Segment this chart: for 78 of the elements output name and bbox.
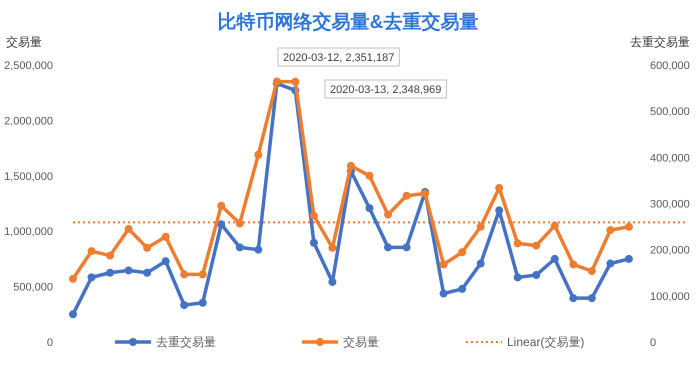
point [440,290,448,298]
y-tick-label: 0 [46,337,53,349]
point [180,270,188,278]
y-tick-label: 1,000,000 [4,226,53,238]
legend-label: 去重交易量 [156,335,216,349]
point [569,260,578,268]
point [143,244,152,252]
point [514,239,522,248]
y-tick-label: 2,000,000 [4,115,53,128]
y2-tick-label: 400,000 [650,152,690,164]
point [198,298,207,307]
y-tick-label: 1,500,000 [4,170,53,183]
point [495,206,504,214]
y2-tick-label: 600,000 [650,60,690,72]
point [476,222,485,231]
point [476,260,485,268]
point [106,252,114,260]
point [236,243,244,252]
annotation: 2020-03-13, 2,348,969 [330,84,442,96]
point [254,150,262,159]
annotation: 2020-03-12, 2,351,187 [278,48,400,66]
y2-axis-title: 去重交易量 [630,35,690,49]
point [124,266,133,274]
point [69,274,77,283]
point [162,257,170,266]
point [606,226,614,234]
point [106,268,114,277]
point [384,210,392,219]
point [291,78,300,86]
y-tick-label: 500,000 [13,282,53,294]
point [124,224,133,233]
y2-tick-label: 0 [650,337,656,349]
point [365,172,374,180]
y2-tick-label: 200,000 [650,244,690,257]
point [162,232,170,241]
point [143,268,152,277]
point [588,294,596,302]
point [254,246,262,254]
point [514,273,522,282]
point [550,254,559,263]
point [328,278,336,286]
point [217,220,226,228]
y2-tick-label: 100,000 [650,290,690,303]
y2-tick-label: 500,000 [650,106,690,118]
point [606,260,614,268]
point [328,244,336,252]
point [402,192,411,200]
annotation: 2020-03-13, 2,348,969 [324,80,447,98]
point [310,212,318,220]
point [88,273,96,282]
point [440,260,448,268]
point [69,310,77,318]
point [569,294,578,302]
point [532,271,540,280]
point [236,219,244,228]
point [384,243,392,252]
y-tick-label: 2,500,000 [4,60,53,72]
y2-tick-label: 300,000 [650,198,690,210]
y-axis-title: 交易量 [6,35,42,49]
point [88,247,96,256]
point [402,243,411,252]
point [532,242,540,250]
point [217,202,226,210]
point [550,222,559,230]
point [588,267,596,276]
point [180,301,188,310]
point [365,204,374,212]
point [458,284,466,293]
point [624,254,633,263]
legend-label: 交易量 [343,335,379,349]
legend-label: Linear(交易量) [507,335,584,349]
point [495,184,504,192]
point [346,162,355,170]
point [624,222,633,231]
point [310,238,318,247]
point [458,248,466,256]
point [198,270,207,278]
chart-title: 比特币网络交易量&去重交易量 [218,11,478,33]
